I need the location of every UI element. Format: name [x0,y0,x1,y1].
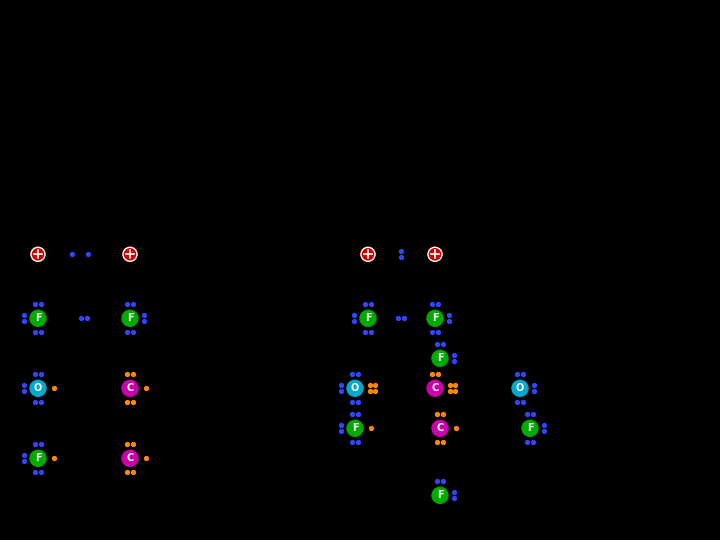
Circle shape [30,380,46,396]
Text: C: C [431,383,438,393]
Circle shape [432,487,448,503]
Circle shape [432,420,448,436]
Circle shape [428,247,442,261]
Circle shape [122,450,138,467]
Text: O: O [351,383,359,393]
Text: F: F [127,313,133,323]
Circle shape [347,420,363,436]
Text: C: C [436,423,444,433]
Circle shape [512,380,528,396]
Text: F: F [365,313,372,323]
Text: shared electrons.    The dots around the nuclei of each atom represent: shared electrons. The dots around the nu… [7,84,577,99]
Text: C: C [127,453,134,463]
Text: formulas are  _______________  by the two atoms.  The  formulas for: formulas are _______________ by the two … [7,156,545,172]
Text: F: F [351,423,359,433]
Circle shape [347,380,363,396]
Text: the c_________  compounds formed below are  _____ ,  ______ ,  ______ ,: the c_________ compounds formed below ar… [7,191,570,207]
Text: O: O [34,383,42,393]
Circle shape [360,310,376,326]
Text: F: F [35,313,41,323]
Text: F: F [432,313,438,323]
Text: F: F [35,453,41,463]
Circle shape [30,450,46,467]
Circle shape [432,350,448,366]
Text: __________   __________ .  The dots in between two nuceli in the: __________ __________ . The dots in betw… [7,119,508,136]
Circle shape [522,420,538,436]
Circle shape [122,310,138,326]
Text: F: F [437,353,444,363]
Circle shape [427,310,443,326]
Circle shape [31,247,45,261]
Circle shape [123,247,137,261]
Text: O: O [516,383,524,393]
Text: C: C [127,383,134,393]
Circle shape [361,247,375,261]
Text: F: F [527,423,534,433]
Text: and  ________ .: and ________ . [7,222,123,239]
Circle shape [30,310,46,326]
Text: 17  _________  bonds form when nonmetal atoms share electrons to fill: 17 _________ bonds form when nonmetal at… [7,11,572,28]
Text: their valence o_______ , linking atoms because both nuclei attract the: their valence o_______ , linking atoms b… [7,47,566,63]
Circle shape [122,380,138,396]
Text: F: F [437,490,444,500]
Circle shape [427,380,443,396]
